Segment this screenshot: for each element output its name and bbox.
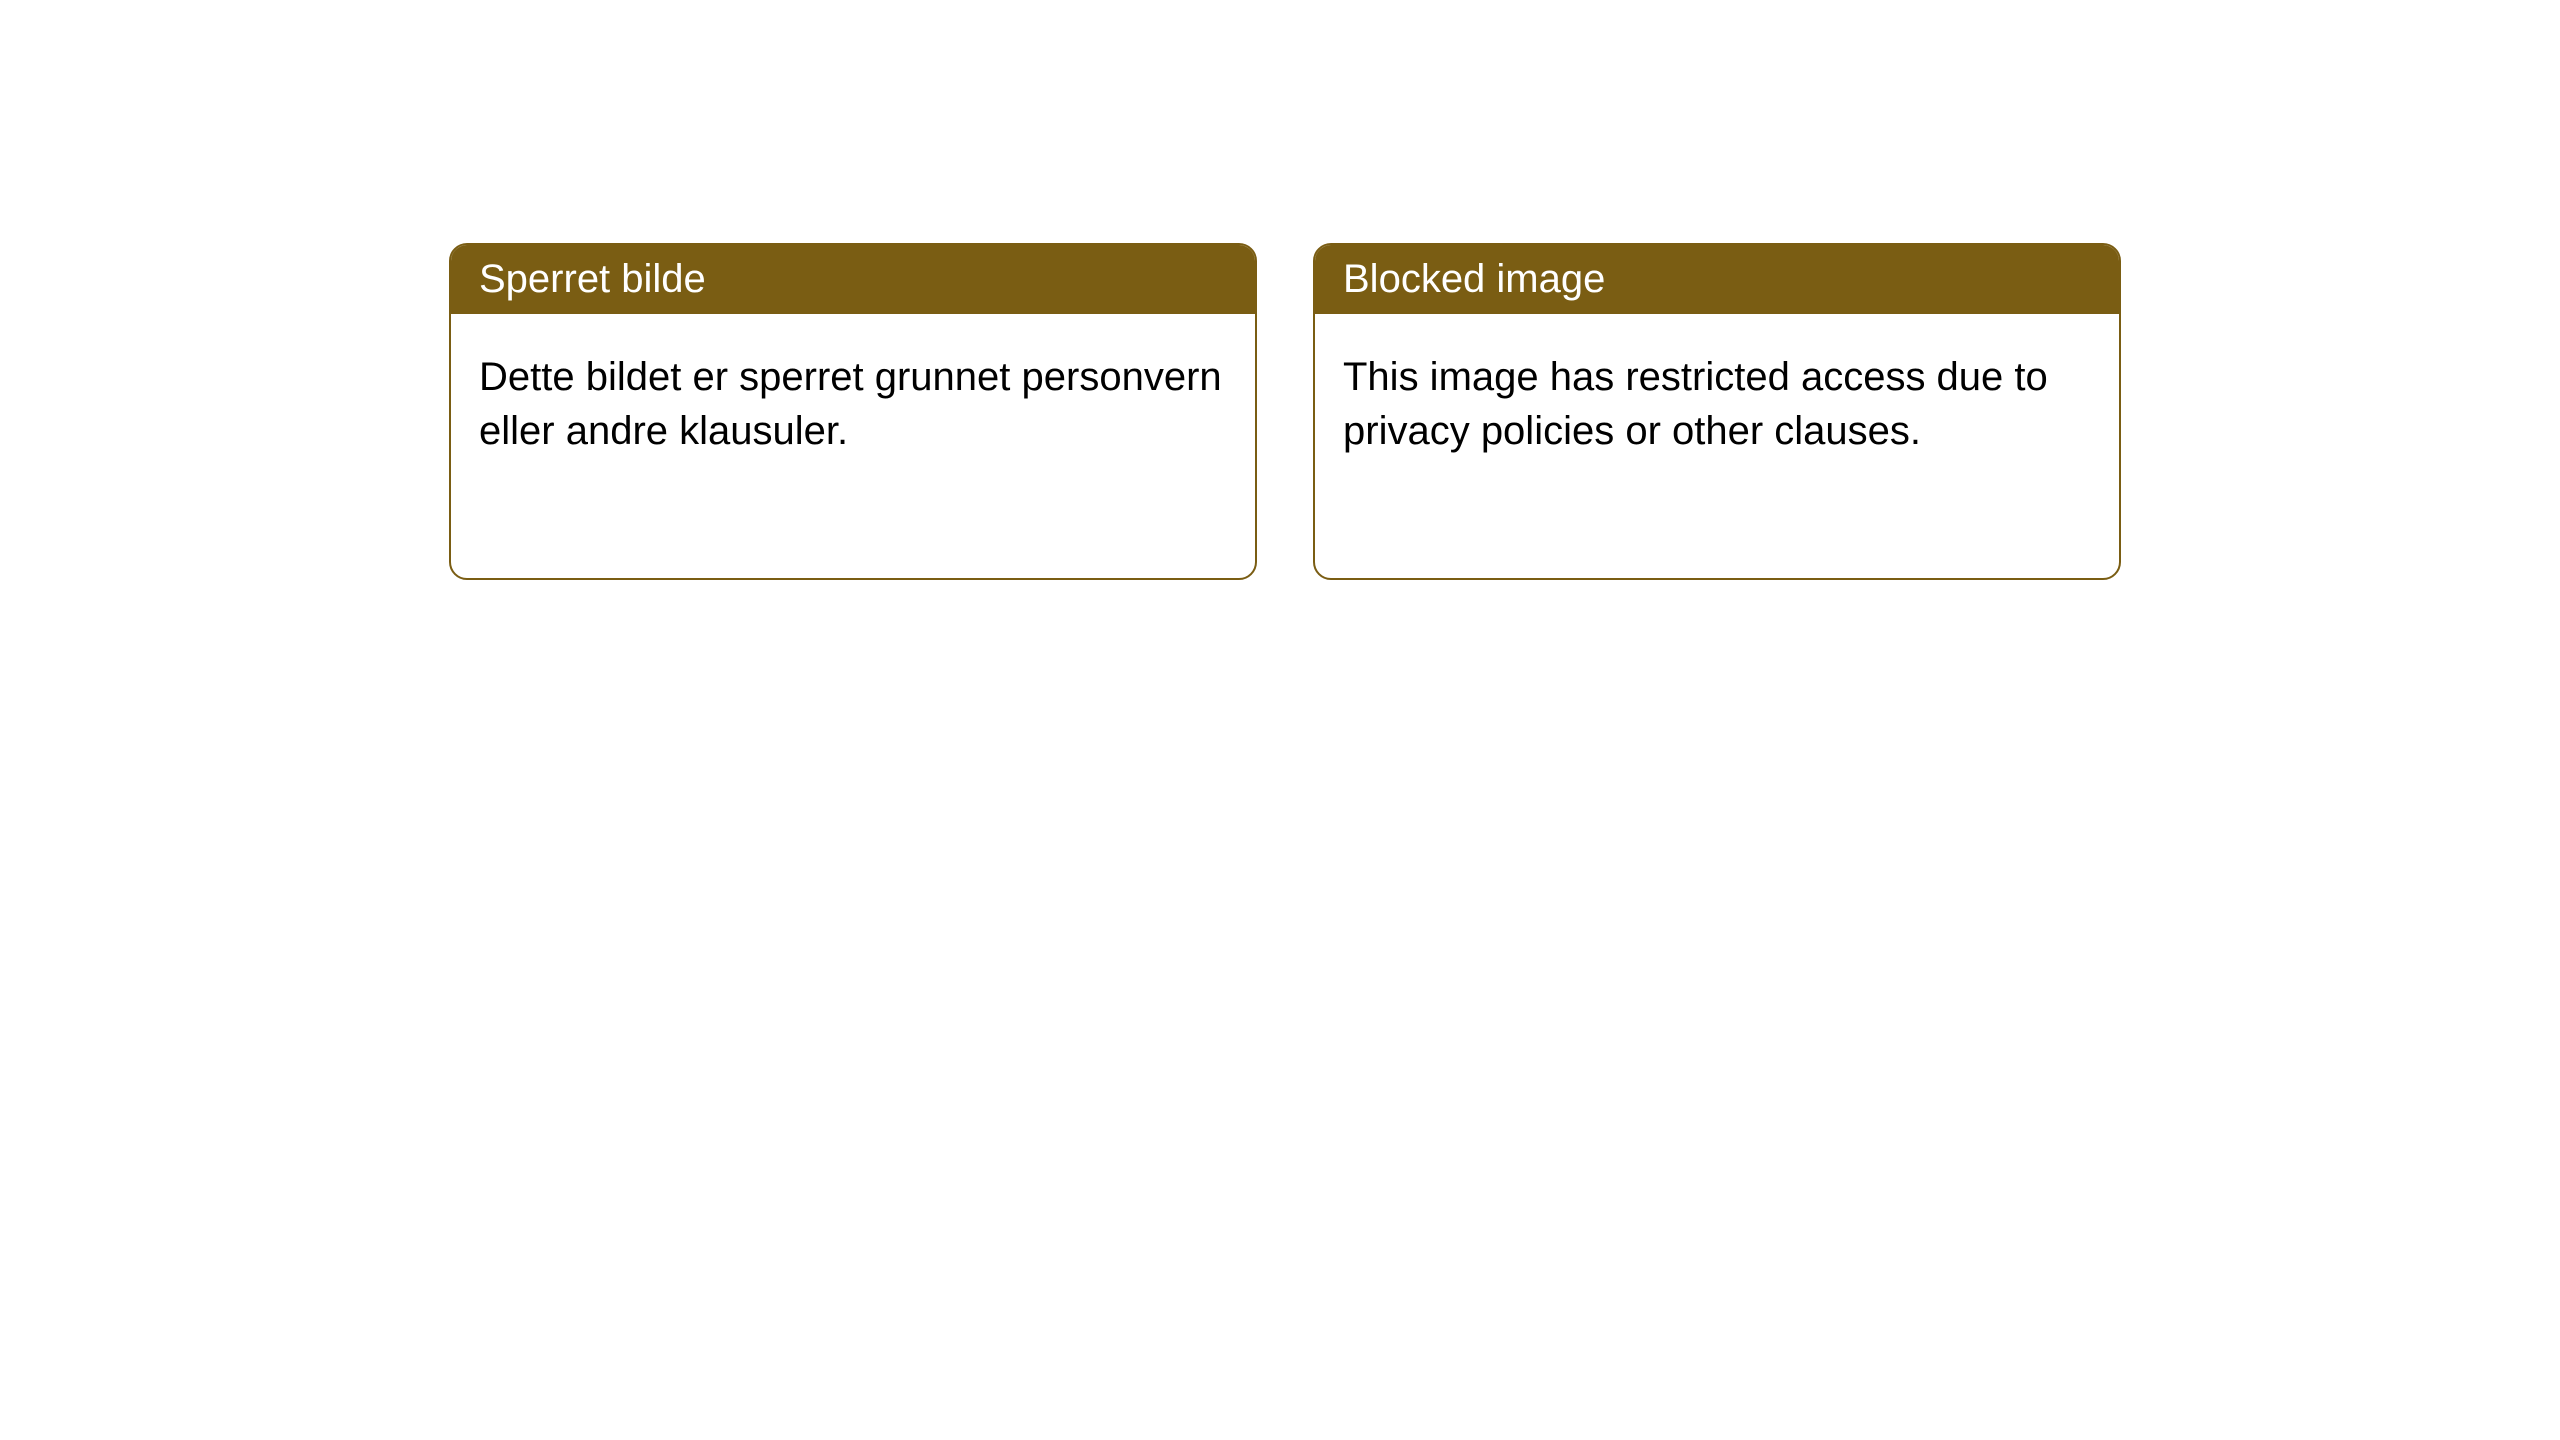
- notice-card-body: This image has restricted access due to …: [1315, 314, 2119, 494]
- notice-cards-container: Sperret bilde Dette bildet er sperret gr…: [449, 243, 2121, 580]
- notice-card-body: Dette bildet er sperret grunnet personve…: [451, 314, 1255, 494]
- notice-card-norwegian: Sperret bilde Dette bildet er sperret gr…: [449, 243, 1257, 580]
- notice-card-english: Blocked image This image has restricted …: [1313, 243, 2121, 580]
- notice-card-header: Blocked image: [1315, 245, 2119, 314]
- notice-card-header: Sperret bilde: [451, 245, 1255, 314]
